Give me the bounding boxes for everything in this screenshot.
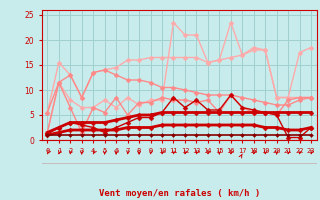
Text: Vent moyen/en rafales ( km/h ): Vent moyen/en rafales ( km/h ) xyxy=(99,189,260,198)
